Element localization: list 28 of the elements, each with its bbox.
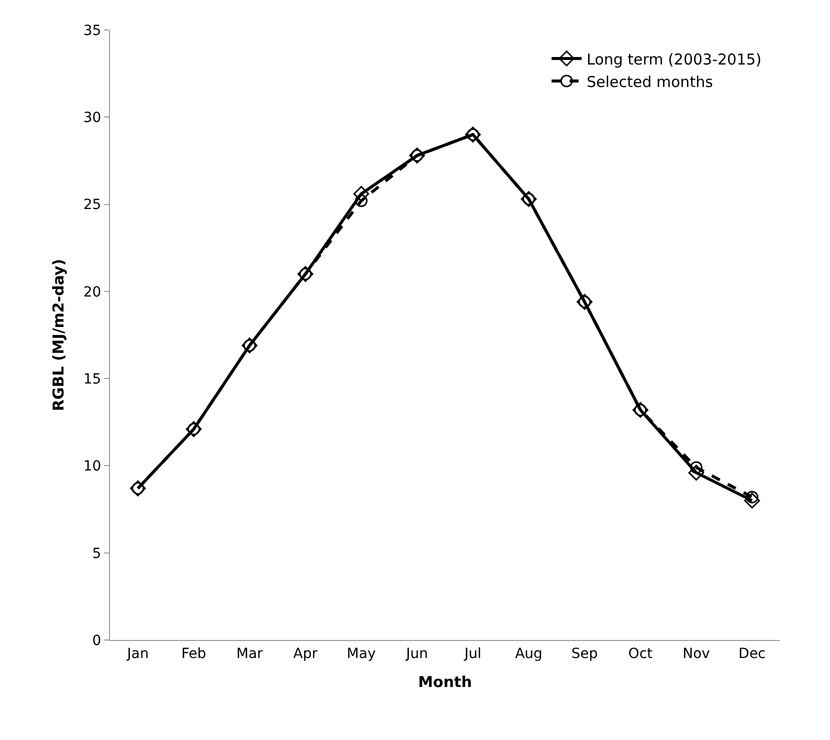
- x-tick-label: Apr: [293, 646, 318, 662]
- x-tick-label: Feb: [181, 646, 206, 662]
- x-tick-label: Oct: [628, 646, 654, 662]
- x-tick-label: Nov: [682, 646, 710, 662]
- x-axis-title: Month: [418, 672, 472, 691]
- legend-label: Selected months: [586, 72, 714, 91]
- x-tick-label: Jun: [405, 646, 428, 662]
- y-tick-label: 15: [83, 371, 102, 388]
- y-tick-label: 0: [92, 632, 102, 649]
- x-tick-label: Sep: [571, 646, 598, 662]
- y-tick-label: 5: [92, 546, 102, 562]
- y-tick-label: 10: [83, 458, 102, 475]
- x-tick-label: Dec: [738, 646, 766, 662]
- point: [355, 194, 368, 208]
- x-tick-label: Jul: [463, 646, 482, 662]
- x-tick-label: May: [346, 646, 376, 662]
- point: [744, 492, 760, 508]
- y-axis-title: RGBL (MJ/m2-day): [50, 258, 68, 412]
- y-tick-label: 25: [83, 197, 102, 214]
- legend-label: Long term (2003-2015): [586, 50, 762, 68]
- x-tick-label: Aug: [515, 646, 542, 662]
- point: [353, 186, 370, 202]
- point: [688, 464, 704, 481]
- x-tick-label: Jan: [126, 646, 149, 662]
- x-tick-label: Mar: [236, 646, 264, 662]
- y-tick-label: 30: [83, 110, 102, 126]
- y-tick-label: 35: [83, 22, 102, 39]
- y-tick-label: 20: [83, 284, 102, 300]
